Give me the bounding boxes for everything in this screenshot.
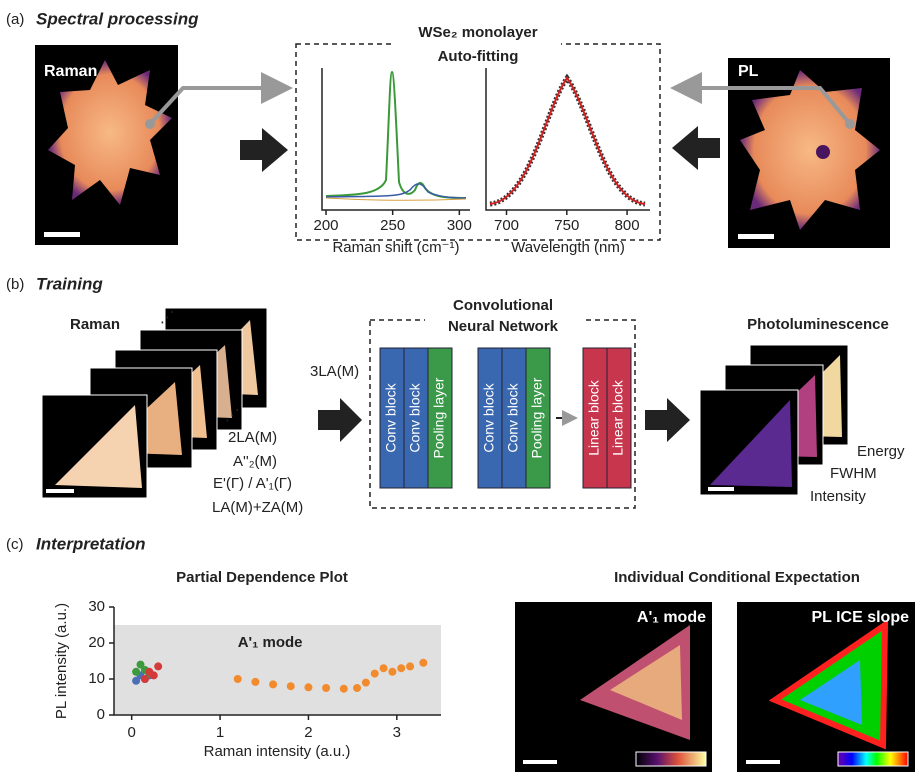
panel-label: (b) xyxy=(6,276,24,293)
x-tick-label: 800 xyxy=(615,217,640,234)
block-label: Linear block xyxy=(586,379,602,455)
mode-label: LA(M)+ZA(M) xyxy=(212,499,303,516)
point xyxy=(304,683,312,691)
x-tick-label: 1 xyxy=(216,724,224,741)
scale-bar xyxy=(738,234,774,239)
point xyxy=(132,668,140,676)
x-tick-label: 750 xyxy=(554,217,579,234)
box-subtitle: Auto-fitting xyxy=(438,48,519,65)
mode-label: A''₂(M) xyxy=(233,453,277,470)
x-tick-label: 2 xyxy=(304,724,312,741)
y-tick-label: 20 xyxy=(88,634,105,651)
map-label: PL ICE slope xyxy=(811,609,909,626)
annotation: A'₁ mode xyxy=(238,634,303,651)
output-label: FWHM xyxy=(830,465,877,482)
point xyxy=(419,659,427,667)
x-tick-label: 700 xyxy=(494,217,519,234)
point xyxy=(388,668,396,676)
point xyxy=(154,662,162,670)
cnn-title: Convolutional xyxy=(453,297,553,314)
output-label: Intensity xyxy=(810,488,866,505)
block-label: Conv block xyxy=(481,382,497,452)
svg-text:⋰: ⋰ xyxy=(160,309,175,326)
x-tick-label: 300 xyxy=(447,217,472,234)
map-label: Raman xyxy=(44,63,97,80)
point xyxy=(406,662,414,670)
scale-bar xyxy=(44,232,80,237)
box-title: WSe₂ monolayer xyxy=(418,24,537,41)
mode-label: E'(Γ) / A'₁(Γ) xyxy=(213,475,292,492)
block-label: Pooling layer xyxy=(431,377,447,458)
x-tick-label: 250 xyxy=(380,217,405,234)
chart-title: Partial Dependence Plot xyxy=(176,569,348,586)
fit-curve xyxy=(326,198,466,200)
stack-label: Raman xyxy=(70,316,120,333)
x-tick-label: 3 xyxy=(393,724,401,741)
output-title: Photoluminescence xyxy=(747,316,889,333)
pl-spectrum xyxy=(486,68,650,210)
x-axis-label: Raman intensity (a.u.) xyxy=(204,743,351,760)
block-label: Conv block xyxy=(407,382,423,452)
mode-label: 2LA(M) xyxy=(228,429,277,446)
point xyxy=(234,675,242,683)
x-tick-label: 0 xyxy=(128,724,136,741)
figure: (a) Spectral processing Raman PL WSe₂ mo… xyxy=(0,0,923,774)
point xyxy=(251,678,259,686)
x-axis-label: Wavelength (nm) xyxy=(511,239,625,256)
ice-title: Individual Conditional Expectation xyxy=(614,569,860,586)
arrow xyxy=(672,126,720,170)
scale-bar xyxy=(746,760,780,764)
y-tick-label: 10 xyxy=(88,670,105,687)
data-points xyxy=(490,78,645,204)
arrow xyxy=(318,398,362,442)
arrow xyxy=(645,398,690,442)
point xyxy=(380,664,388,672)
panel-label: (c) xyxy=(6,536,24,553)
panel-title: Training xyxy=(36,274,103,293)
point xyxy=(353,684,361,692)
y-tick-label: 0 xyxy=(97,706,105,723)
svg-text:⋰: ⋰ xyxy=(225,407,240,424)
point xyxy=(340,685,348,693)
panel-label: (a) xyxy=(6,11,24,28)
point xyxy=(150,671,158,679)
fit-curve xyxy=(326,72,466,198)
point xyxy=(269,680,277,688)
output-label: Energy xyxy=(857,443,905,460)
point xyxy=(397,664,405,672)
point xyxy=(141,675,149,683)
x-tick-label: 200 xyxy=(313,217,338,234)
block-label: Conv block xyxy=(505,382,521,452)
scale-bar xyxy=(523,760,557,764)
y-tick-label: 30 xyxy=(88,598,105,615)
cnn-title: Neural Network xyxy=(448,318,559,335)
point xyxy=(287,682,295,690)
color-bar xyxy=(636,752,706,766)
point xyxy=(362,679,370,687)
map-label: A'₁ mode xyxy=(637,609,706,626)
color-bar xyxy=(838,752,908,766)
dark-spot xyxy=(816,145,830,159)
panel-title: Spectral processing xyxy=(36,9,199,28)
x-axis-label: Raman shift (cm⁻¹) xyxy=(332,239,459,256)
arrow xyxy=(240,128,288,172)
block-label: Conv block xyxy=(383,382,399,452)
pl-stack xyxy=(700,345,848,495)
fit-curve xyxy=(490,78,645,204)
panel-title: Interpretation xyxy=(36,534,146,553)
block-label: Linear block xyxy=(610,379,626,455)
axis xyxy=(486,68,650,210)
y-axis-label: PL intensity (a.u.) xyxy=(53,603,70,719)
point xyxy=(371,670,379,678)
block-label: Pooling layer xyxy=(529,377,545,458)
raman-spectrum xyxy=(322,68,470,210)
mode-label: 3LA(M) xyxy=(310,363,359,380)
point xyxy=(322,684,330,692)
map-label: PL xyxy=(738,63,759,80)
